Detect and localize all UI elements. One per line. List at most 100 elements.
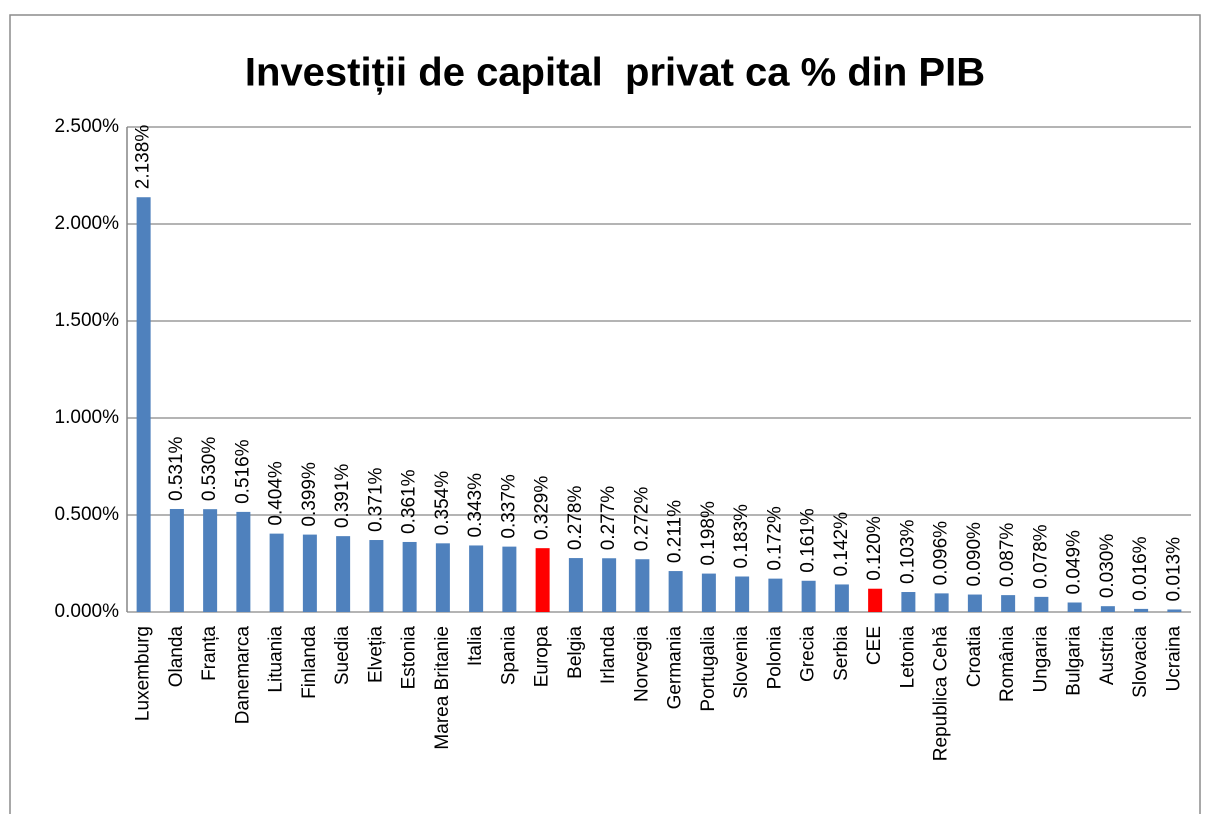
x-tick-label: Portugalia [698,626,719,712]
value-label: 0.361% [399,469,420,534]
bar [136,197,151,612]
x-tick-label: Italia [465,626,486,667]
bar [402,541,417,612]
value-label: 0.278% [565,486,586,551]
bar [967,594,982,612]
x-tick-label: Irlanda [598,626,619,685]
value-label: 0.354% [432,471,453,536]
x-tick-label: Olanda [166,626,187,688]
value-label: 0.404% [266,461,287,526]
value-label: 0.142% [831,512,852,577]
x-tick-label: Slovenia [731,626,752,699]
value-label: 0.087% [997,523,1018,588]
x-tick-label: Europa [532,626,553,688]
bar [568,558,583,612]
x-tick-label: Bulgaria [1064,626,1085,696]
y-tick-label: 2.500% [55,116,120,137]
bar [934,593,949,612]
value-label: 0.016% [1130,536,1151,601]
x-tick-label: Lituania [266,626,287,693]
value-label: 0.277% [598,486,619,551]
chart-border [9,14,1201,814]
chart-title: Investiții de capital privat ca % din PI… [245,51,985,95]
bar [302,534,317,612]
value-label: 0.013% [1163,537,1184,602]
x-tick-label: România [997,626,1018,702]
value-label: 0.078% [1030,524,1051,589]
value-label: 2.138% [133,125,154,190]
value-label: 0.103% [897,519,918,584]
bar [1100,606,1115,612]
value-label: 0.531% [166,436,187,501]
x-tick-label: Franța [199,626,220,681]
bar [1001,595,1016,612]
x-tick-label: Croatia [964,626,985,688]
bar [701,573,716,612]
y-tick-label: 1.500% [55,310,120,331]
value-label: 0.161% [798,508,819,573]
value-label: 0.096% [931,521,952,586]
x-tick-label: Luxemburg [133,626,154,721]
x-tick-label: Ucraina [1163,626,1184,692]
bar [1134,608,1149,612]
bar [868,588,883,612]
bar [1167,609,1182,612]
value-label: 0.530% [199,437,220,502]
x-tick-label: Polonia [764,626,785,690]
value-label: 0.391% [332,464,353,529]
x-tick-label: Norvegia [631,626,652,702]
value-label: 0.329% [532,476,553,541]
x-tick-label: Danemarca [232,626,253,725]
x-tick-label: Grecia [798,626,819,682]
value-label: 0.371% [365,467,386,532]
x-tick-label: CEE [864,626,885,665]
bar [369,540,384,612]
y-tick-label: 0.000% [55,601,120,622]
value-label: 0.399% [299,462,320,527]
bar [269,533,284,612]
value-label: 0.030% [1097,534,1118,599]
y-tick-label: 0.500% [55,504,120,525]
value-label: 0.198% [698,501,719,566]
bar [801,580,816,612]
x-tick-label: Estonia [399,626,420,690]
value-label: 0.516% [232,439,253,504]
x-tick-label: Suedia [332,626,353,686]
bar [1067,602,1082,612]
bar [502,546,517,612]
y-tick-label: 1.000% [55,407,120,428]
value-label: 0.343% [465,473,486,538]
bar [735,576,750,612]
bar [834,584,849,612]
value-label: 0.120% [864,516,885,581]
x-tick-label: Belgia [565,626,586,679]
bar [768,578,783,612]
x-tick-label: Austria [1097,626,1118,686]
value-label: 0.272% [631,487,652,552]
bar [668,571,683,612]
x-tick-label: Germania [665,626,686,710]
bar [1034,596,1049,612]
x-tick-label: Letonia [897,626,918,689]
bar [435,543,450,612]
bar [236,511,251,612]
x-tick-label: Slovacia [1130,626,1151,698]
value-label: 0.090% [964,522,985,587]
value-label: 0.183% [731,504,752,569]
value-label: 0.211% [665,500,686,563]
x-tick-label: Serbia [831,626,852,681]
bar [602,558,617,612]
x-tick-label: Finlanda [299,626,320,699]
x-tick-label: Ungaria [1030,626,1051,693]
bar [169,508,184,612]
x-tick-label: Spania [498,626,519,686]
bar [203,509,218,612]
bar [535,548,550,612]
value-label: 0.172% [764,506,785,571]
x-tick-label: Republica Cehă [931,626,952,762]
x-tick-label: Elveția [365,626,386,683]
y-tick-label: 2.000% [55,213,120,234]
value-label: 0.049% [1064,530,1085,595]
